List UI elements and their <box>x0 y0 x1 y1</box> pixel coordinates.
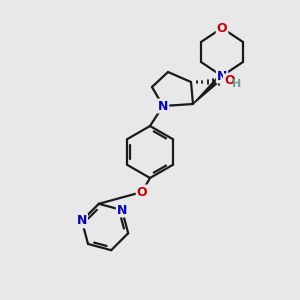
Text: H: H <box>232 79 241 89</box>
Text: N: N <box>76 214 87 227</box>
Text: N: N <box>158 100 168 112</box>
Text: O: O <box>217 22 227 34</box>
Polygon shape <box>193 74 224 104</box>
Text: N: N <box>117 203 127 217</box>
Text: N: N <box>217 70 227 83</box>
Text: O: O <box>224 74 235 88</box>
Text: O: O <box>137 185 147 199</box>
